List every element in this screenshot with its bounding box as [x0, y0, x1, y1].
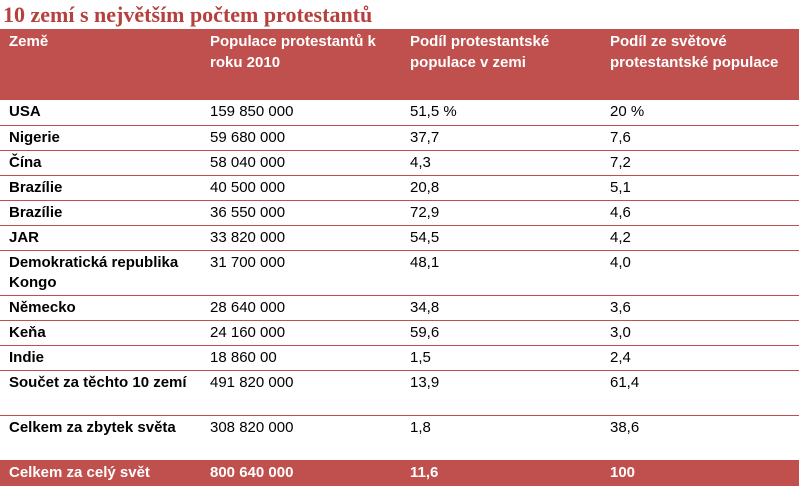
cell-share-of-world: 3,6 [601, 295, 799, 321]
total-share-of-world: 100 [601, 460, 799, 486]
total-population: 800 640 000 [201, 460, 401, 486]
header-row: Země Populace protestantů k roku 2010 Po… [0, 29, 799, 100]
cell-country: Demokratická republika Kongo [0, 250, 201, 296]
table-row: JAR 33 820 000 54,5 4,2 [0, 225, 799, 251]
table-row: Čína 58 040 000 4,3 7,2 [0, 150, 799, 176]
cell-share-in-country: 72,9 [401, 200, 601, 226]
cell-share-in-country: 20,8 [401, 175, 601, 201]
total-label: Celkem za celý svět [0, 460, 201, 486]
protestant-population-table: Země Populace protestantů k roku 2010 Po… [0, 29, 799, 486]
cell-population: 159 850 000 [201, 100, 401, 126]
header-population: Populace protestantů k roku 2010 [201, 29, 401, 100]
table-row: Brazílie 36 550 000 72,9 4,6 [0, 200, 799, 226]
cell-share-in-country: 1,8 [401, 415, 601, 461]
cell-share-of-world: 3,0 [601, 320, 799, 346]
cell-share-of-world: 61,4 [601, 370, 799, 416]
cell-share-in-country: 54,5 [401, 225, 601, 251]
cell-population: 58 040 000 [201, 150, 401, 176]
cell-share-of-world: 5,1 [601, 175, 799, 201]
cell-share-of-world: 7,2 [601, 150, 799, 176]
cell-share-in-country: 13,9 [401, 370, 601, 416]
table-row: Brazílie 40 500 000 20,8 5,1 [0, 175, 799, 201]
cell-country: Brazílie [0, 175, 201, 201]
cell-population: 31 700 000 [201, 250, 401, 296]
cell-population: 491 820 000 [201, 370, 401, 416]
cell-share-in-country: 34,8 [401, 295, 601, 321]
total-share-in-country: 11,6 [401, 460, 601, 486]
cell-country: Keňa [0, 320, 201, 346]
cell-share-of-world: 4,6 [601, 200, 799, 226]
cell-share-in-country: 37,7 [401, 125, 601, 151]
cell-share-of-world: 2,4 [601, 345, 799, 371]
table-row: Indie 18 860 00 1,5 2,4 [0, 345, 799, 371]
table-row: Keňa 24 160 000 59,6 3,0 [0, 320, 799, 346]
cell-share-of-world: 7,6 [601, 125, 799, 151]
cell-country: Čína [0, 150, 201, 176]
cell-population: 24 160 000 [201, 320, 401, 346]
cell-share-in-country: 51,5 % [401, 100, 601, 126]
cell-country: Indie [0, 345, 201, 371]
cell-population: 28 640 000 [201, 295, 401, 321]
cell-share-of-world: 20 % [601, 100, 799, 126]
cell-population: 18 860 00 [201, 345, 401, 371]
cell-population: 33 820 000 [201, 225, 401, 251]
total-row: Celkem za celý svět 800 640 000 11,6 100 [0, 460, 799, 486]
cell-country: Celkem za zbytek světa [0, 415, 201, 461]
cell-share-in-country: 1,5 [401, 345, 601, 371]
cell-population: 59 680 000 [201, 125, 401, 151]
table-row: USA 159 850 000 51,5 % 20 % [0, 100, 799, 126]
table-row: Německo 28 640 000 34,8 3,6 [0, 295, 799, 321]
cell-population: 36 550 000 [201, 200, 401, 226]
table-row: Součet za těchto 10 zemí 491 820 000 13,… [0, 370, 799, 416]
table-row: Demokratická republika Kongo 31 700 000 … [0, 250, 799, 296]
cell-country: Nigerie [0, 125, 201, 151]
header-country: Země [0, 29, 201, 100]
cell-country: Brazílie [0, 200, 201, 226]
cell-share-in-country: 4,3 [401, 150, 601, 176]
cell-share-of-world: 4,0 [601, 250, 799, 296]
cell-population: 308 820 000 [201, 415, 401, 461]
cell-share-in-country: 59,6 [401, 320, 601, 346]
cell-country: JAR [0, 225, 201, 251]
header-share-in-country: Podíl protestantské populace v zemi [401, 29, 601, 100]
cell-share-of-world: 4,2 [601, 225, 799, 251]
page-title: 10 zemí s největším počtem protestantů [3, 2, 373, 27]
cell-share-of-world: 38,6 [601, 415, 799, 461]
table-row: Celkem za zbytek světa 308 820 000 1,8 3… [0, 415, 799, 461]
cell-population: 40 500 000 [201, 175, 401, 201]
table-row: Nigerie 59 680 000 37,7 7,6 [0, 125, 799, 151]
cell-country: Součet za těchto 10 zemí [0, 370, 201, 416]
header-share-of-world: Podíl ze světové protestantské populace [601, 29, 799, 100]
cell-country: Německo [0, 295, 201, 321]
cell-share-in-country: 48,1 [401, 250, 601, 296]
cell-country: USA [0, 100, 201, 126]
